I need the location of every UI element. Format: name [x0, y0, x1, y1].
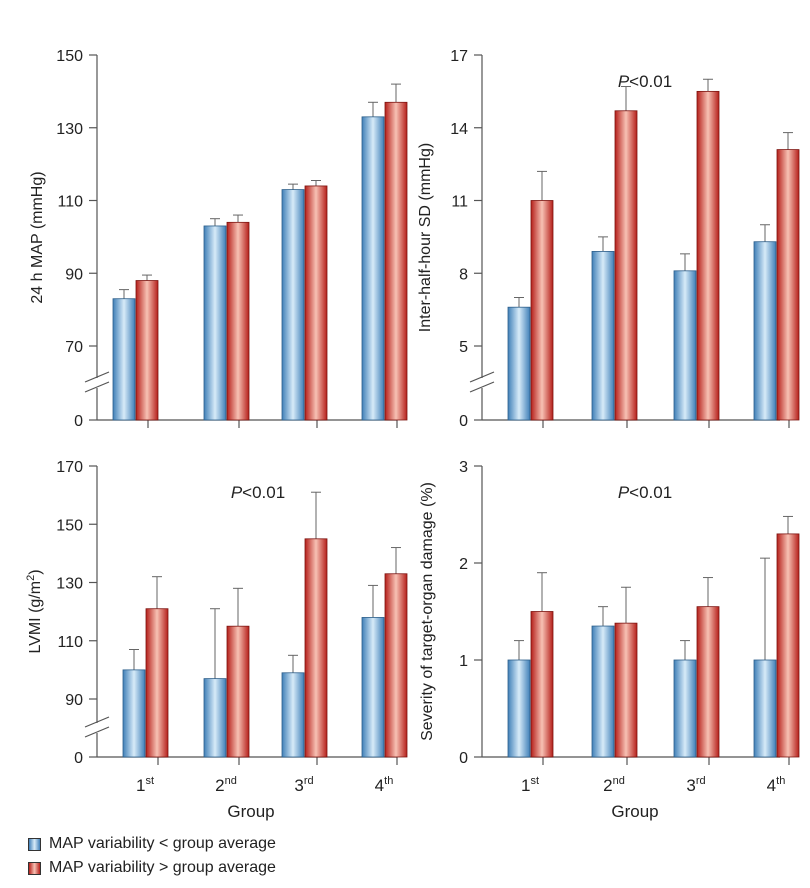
legend-label-above-average: MAP variability > group average [49, 859, 276, 876]
y-tick-label: 150 [56, 48, 83, 65]
axis-break-mark [84, 381, 110, 393]
bar-below-average [203, 678, 227, 758]
bar-below-average [673, 270, 697, 421]
bar-below-average [753, 659, 777, 758]
bar-above-average [530, 200, 554, 421]
x-tick-label: 3rd [294, 775, 313, 795]
axis-break-mark [84, 716, 110, 728]
bar-below-average [112, 298, 136, 421]
axis-break-mark [84, 726, 110, 738]
bar-above-average [304, 538, 328, 758]
axis-break-gap [85, 378, 109, 388]
legend-item-below-average: MAP variability < group average [28, 832, 276, 856]
bar-below-average [203, 225, 227, 421]
panel-1: 0 70 90 110 130 150 24 h MAP (mmHg) [29, 48, 408, 430]
bar-above-average [530, 611, 554, 758]
legend-label-below-average: MAP variability < group average [49, 835, 276, 852]
y-tick-label: 90 [65, 692, 83, 709]
y-tick-label: 90 [65, 266, 83, 283]
x-tick-label: 2nd [603, 775, 625, 795]
y-tick-label: 110 [57, 194, 83, 211]
y-tick-label: 0 [74, 413, 83, 430]
bar-above-average [696, 90, 720, 421]
panel-3: 0 90 110 130 150 170 1st 2nd 3rd 4th Group LVMI (g/… [25, 459, 408, 821]
panel-2: 0 5 8 11 14 17 Inter-half-hour SD (mmHg) P<0.01 [417, 48, 800, 430]
bar-below-average [753, 241, 777, 421]
y-tick-label: 170 [56, 459, 83, 476]
x-axis-label: Group [611, 802, 658, 821]
y-tick-label: 110 [57, 634, 83, 651]
x-tick-label: 3rd [686, 775, 705, 795]
axis-break-mark [469, 381, 495, 393]
axis-break-mark [84, 371, 110, 383]
y-axis-label: 24 h MAP (mmHg) [29, 171, 46, 303]
x-tick-label: 2nd [215, 775, 237, 795]
x-tick-label: 1st [521, 775, 539, 795]
y-tick-label: 5 [459, 339, 468, 356]
y-tick-label: 1 [459, 653, 468, 670]
legend-swatch-blue [28, 837, 41, 851]
bar-below-average [591, 625, 615, 758]
y-tick-label: 0 [459, 413, 468, 430]
bar-below-average [361, 617, 385, 758]
y-tick-label: 2 [459, 556, 468, 573]
bar-below-average [673, 659, 697, 758]
y-axis-label: Severity of target-organ damage (%) [419, 482, 436, 741]
legend-item-above-average: MAP variability > group average [28, 856, 276, 880]
bar-above-average [384, 573, 408, 758]
bar-above-average [776, 533, 800, 758]
legend: MAP variability < group average MAP vari… [28, 832, 276, 880]
significance-annotation: P<0.01 [618, 72, 672, 91]
y-tick-label: 0 [74, 750, 83, 767]
bar-below-average [591, 251, 615, 421]
bar-above-average [226, 221, 250, 421]
y-tick-label: 70 [65, 339, 83, 356]
bar-below-average [361, 116, 385, 421]
y-tick-label: 11 [451, 194, 468, 211]
axis-break-mark [469, 371, 495, 383]
bar-above-average [614, 110, 638, 421]
x-tick-label: 4th [375, 775, 394, 795]
bar-below-average [281, 189, 305, 421]
bar-below-average [122, 669, 146, 758]
panel-4: 0 1 2 3 1st 2nd 3rd 4th Group Severity of target-… [419, 459, 800, 821]
x-axis-label: Group [227, 802, 274, 821]
bar-below-average [507, 659, 531, 758]
significance-annotation: P<0.01 [618, 483, 672, 502]
significance-annotation: P<0.01 [231, 483, 285, 502]
y-tick-label: 130 [56, 121, 83, 138]
bar-above-average [776, 149, 800, 421]
y-tick-label: 17 [450, 48, 468, 65]
bar-above-average [304, 185, 328, 421]
bar-below-average [507, 306, 531, 421]
bar-above-average [226, 625, 250, 758]
bar-above-average [145, 608, 169, 758]
y-axis-label: LVMI (g/m2) [25, 569, 44, 653]
y-tick-label: 8 [459, 266, 468, 283]
y-tick-label: 3 [459, 459, 468, 476]
bar-above-average [696, 606, 720, 758]
x-tick-label: 1st [136, 775, 154, 795]
y-tick-label: 0 [459, 750, 468, 767]
axis-break-gap [470, 378, 494, 388]
y-tick-label: 150 [56, 517, 83, 534]
axis-break-gap [85, 723, 109, 733]
bar-above-average [135, 280, 159, 421]
legend-swatch-red [28, 861, 41, 875]
y-axis-label: Inter-half-hour SD (mmHg) [417, 143, 434, 332]
bar-above-average [614, 622, 638, 758]
bar-below-average [281, 672, 305, 758]
x-tick-label: 4th [767, 775, 786, 795]
y-tick-label: 130 [56, 576, 83, 593]
y-tick-label: 14 [450, 121, 468, 138]
bar-above-average [384, 101, 408, 421]
